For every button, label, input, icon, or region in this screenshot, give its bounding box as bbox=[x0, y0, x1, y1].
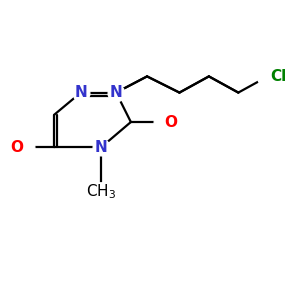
Text: N: N bbox=[95, 140, 108, 154]
Text: N: N bbox=[74, 85, 87, 100]
Text: CH$_3$: CH$_3$ bbox=[86, 182, 116, 201]
Text: Cl: Cl bbox=[271, 69, 287, 84]
Text: N: N bbox=[110, 85, 122, 100]
Text: O: O bbox=[165, 115, 178, 130]
Text: O: O bbox=[11, 140, 23, 154]
